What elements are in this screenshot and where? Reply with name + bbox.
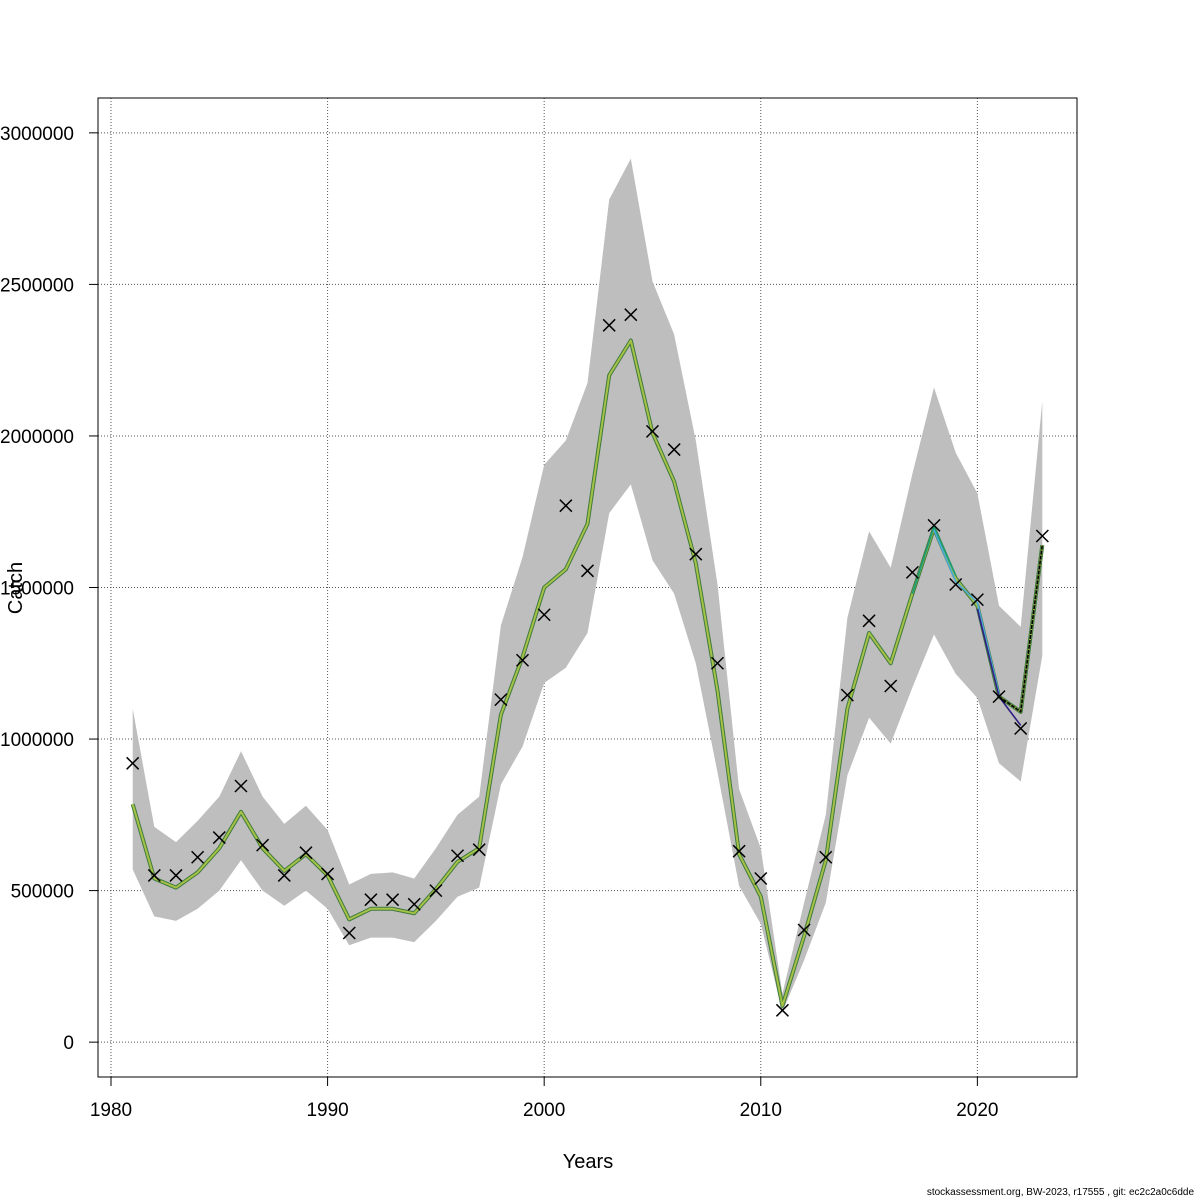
x-tick-label: 1980 [90, 1100, 132, 1121]
observed-marker [884, 679, 898, 693]
observed-marker [169, 868, 183, 882]
observed-marker [1035, 529, 1049, 543]
x-axis-title: Years [563, 1151, 613, 1173]
observed-marker [949, 577, 963, 591]
observed-marker [537, 608, 551, 622]
x-tick-label: 2000 [523, 1100, 565, 1121]
confidence-band [132, 158, 1043, 1012]
observed-marker [321, 867, 335, 881]
observed-marker [256, 838, 270, 852]
observed-marker [992, 690, 1006, 704]
observed-marker [429, 884, 443, 898]
estimate-line [131, 339, 1044, 1007]
observed-marker [862, 614, 876, 628]
observed-marker [299, 846, 313, 860]
observed-marker [494, 693, 508, 707]
y-tick-label: 2000000 [0, 427, 74, 448]
observed-marker [559, 499, 573, 513]
observed-marker [667, 443, 681, 457]
x-tick-label: 2020 [956, 1100, 998, 1121]
retro-line [911, 526, 957, 594]
observed-marker [1014, 721, 1028, 735]
observed-marker [277, 868, 291, 882]
y-axis-title: Catch [5, 562, 27, 614]
confidence-band-layer [132, 158, 1043, 1012]
observed-marker [212, 831, 226, 845]
observed-marker [147, 868, 161, 882]
footer-credit: stockassessment.org, BW-2023, r17555 , g… [926, 1187, 1194, 1198]
observed-marker [364, 893, 378, 907]
observed-marker [386, 893, 400, 907]
observed-marker [775, 1003, 789, 1017]
observed-marker [407, 897, 421, 911]
y-tick-label: 2500000 [0, 275, 74, 296]
observed-marker [342, 926, 356, 940]
observed-marker [472, 843, 486, 857]
observed-marker [451, 849, 465, 863]
observed-marker-layer [126, 308, 1049, 1017]
x-tick-label: 1990 [306, 1100, 348, 1121]
observed-marker [689, 547, 703, 561]
observed-marker [905, 565, 919, 579]
observed-marker [710, 656, 724, 670]
observed-marker [797, 923, 811, 937]
y-tick-label: 1000000 [0, 730, 74, 751]
observed-marker [840, 688, 854, 702]
observed-marker [602, 318, 616, 332]
observed-marker [191, 850, 205, 864]
observed-marker [624, 308, 638, 322]
y-tick-label: 3000000 [0, 124, 74, 145]
observed-marker [732, 844, 746, 858]
observed-marker [754, 871, 768, 886]
observed-marker [819, 850, 833, 864]
observed-marker [234, 779, 248, 793]
x-tick-label: 2010 [740, 1100, 782, 1121]
axes: 1980 1990 2000 2010 2020 0 500000 1000000 150000… [0, 124, 998, 1121]
observed-marker [927, 518, 941, 532]
observed-marker [970, 593, 984, 607]
y-tick-label: 1500000 [0, 579, 74, 600]
observed-marker [515, 653, 530, 667]
observed-marker [645, 424, 660, 438]
observed-marker [580, 564, 595, 578]
retro-line [998, 544, 1044, 713]
retro-line [933, 529, 1000, 694]
observed-marker [126, 756, 140, 770]
y-tick-label: 500000 [11, 882, 74, 903]
y-tick-label: 0 [63, 1033, 74, 1054]
